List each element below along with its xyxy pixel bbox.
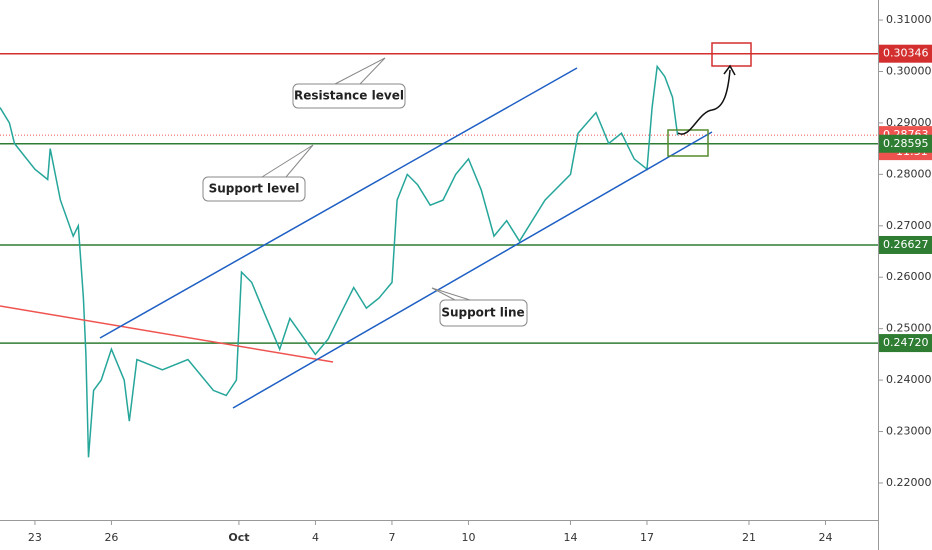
annotation: Support line xyxy=(441,306,524,320)
price-label-box xyxy=(879,235,932,254)
y-tick-label: 0.23000 xyxy=(886,425,932,438)
x-tick-label: 26 xyxy=(104,531,118,544)
callout-pointer xyxy=(261,144,314,178)
price-label: 0.26627 xyxy=(883,238,929,251)
y-tick-label: 0.27000 xyxy=(886,219,932,232)
price-label: 0.30346 xyxy=(883,47,929,60)
entry-box xyxy=(667,129,709,157)
price-label: 0.24720 xyxy=(883,336,929,349)
annotation: Resistance level xyxy=(294,89,404,103)
x-tick-label: Oct xyxy=(228,531,249,544)
callout xyxy=(292,83,406,109)
x-tick-label: 10 xyxy=(461,531,475,544)
x-tick-label: 4 xyxy=(312,531,319,544)
x-tick-label: 14 xyxy=(563,531,577,544)
price-line xyxy=(0,64,679,458)
axes: 0.22000 0.23000 0.24000 0.25000 0.26000 0.270… xyxy=(28,13,932,544)
x-tick-label: 21 xyxy=(742,531,756,544)
callout xyxy=(202,176,306,202)
target-box xyxy=(711,42,752,67)
channel-lower xyxy=(232,131,713,409)
callout xyxy=(439,299,528,327)
y-tick-label: 0.26000 xyxy=(886,270,932,283)
price-label-box xyxy=(879,44,932,63)
x-tick-label: 23 xyxy=(28,531,42,544)
price-label-box xyxy=(879,334,932,353)
x-tick-label: 24 xyxy=(818,531,832,544)
y-tick-label: 0.28000 xyxy=(886,167,932,180)
y-tick-label: 0.30000 xyxy=(886,64,932,77)
y-tick-label: 0.22000 xyxy=(886,476,932,489)
channel-upper xyxy=(99,67,578,339)
x-tick-label: 17 xyxy=(640,531,654,544)
plot xyxy=(0,52,878,458)
y-tick-label: 0.29000 xyxy=(886,116,932,129)
y-tick-label: 0.24000 xyxy=(886,373,932,386)
price-label-box xyxy=(879,134,932,153)
y-tick-label: 0.25000 xyxy=(886,322,932,335)
callout-pointer xyxy=(431,287,471,301)
x-tick-label: 7 xyxy=(388,531,395,544)
y-tick-label: 0.31000 xyxy=(886,13,932,26)
trend-line xyxy=(0,305,334,363)
callout-pointer xyxy=(334,57,386,85)
forecast-arrow xyxy=(677,69,731,135)
arrow-head xyxy=(723,64,736,76)
price-label: 0.28595 xyxy=(883,137,929,150)
annotation: Support level xyxy=(209,182,300,196)
